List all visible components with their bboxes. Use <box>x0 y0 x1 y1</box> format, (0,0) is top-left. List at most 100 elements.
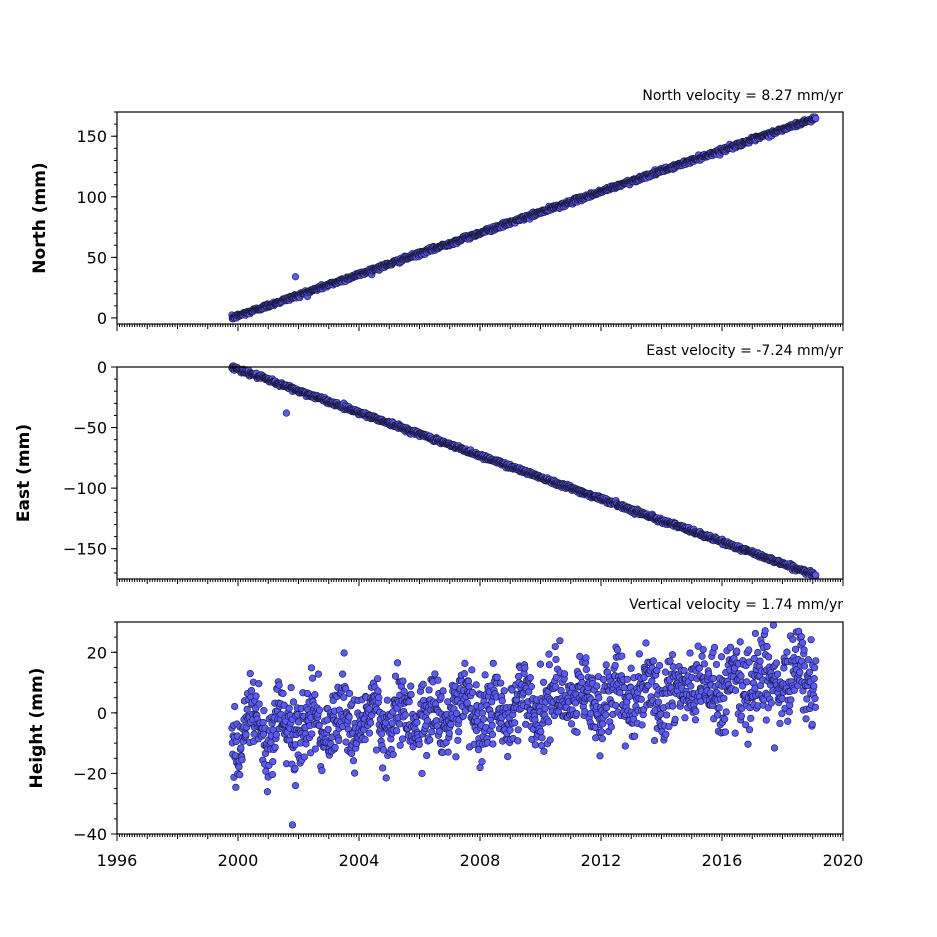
height-data-point <box>709 674 717 683</box>
east-y-axis-label: East (mm) <box>14 424 34 522</box>
height-data-point <box>318 767 326 775</box>
height-data-point <box>431 670 439 678</box>
height-data-point <box>259 730 268 738</box>
height-data-point <box>698 652 706 660</box>
height-data-point <box>242 731 250 739</box>
height-data-point <box>642 639 650 647</box>
height-data-point <box>751 629 760 638</box>
height-data-point <box>744 740 752 748</box>
height-data-point <box>737 672 745 680</box>
height-data-point <box>712 660 721 669</box>
height-data-point <box>272 731 280 739</box>
height-data-point <box>603 704 611 712</box>
height-data-point <box>235 763 243 771</box>
height-data-point <box>663 711 671 719</box>
height-data-point <box>401 711 409 719</box>
height-data-point <box>308 730 316 738</box>
height-data-point <box>400 687 408 696</box>
height-data-point <box>720 694 728 702</box>
height-data-point <box>383 696 391 704</box>
height-data-point <box>382 774 390 782</box>
height-data-point <box>252 692 260 700</box>
height-data-point <box>425 686 433 694</box>
height-data-point <box>389 750 397 759</box>
height-data-point <box>668 651 677 659</box>
height-data-point <box>263 788 271 796</box>
height-data-point <box>578 679 586 687</box>
height-data-point <box>650 736 659 745</box>
height-data-point <box>621 742 629 750</box>
height-data-point <box>260 707 268 715</box>
height-data-point <box>616 689 624 697</box>
height-data-point <box>463 699 471 707</box>
height-data-point <box>514 737 522 745</box>
height-data-point <box>413 718 421 726</box>
height-data-point <box>754 648 762 657</box>
height-data-point <box>307 749 315 757</box>
height-data-point <box>537 727 545 736</box>
height-data-point <box>423 751 431 760</box>
height-data-point <box>269 758 277 766</box>
height-data-point <box>489 740 497 748</box>
height-data-point <box>717 653 726 661</box>
height-data-point <box>607 723 615 731</box>
height-data-point <box>721 715 729 723</box>
height-data-point <box>545 650 553 658</box>
north-panel: North velocity = 8.27 mm/yr North (mm) 0… <box>30 88 844 331</box>
height-data-point <box>662 730 670 738</box>
height-data-point <box>700 660 708 668</box>
height-data-point <box>736 638 744 646</box>
height-data-point <box>488 730 497 739</box>
height-data-point <box>374 675 382 683</box>
height-data-point <box>374 687 382 695</box>
height-data-point <box>345 689 354 698</box>
height-data-point <box>531 741 539 749</box>
height-data-point <box>405 698 413 706</box>
height-data-point <box>582 654 590 662</box>
height-data-point <box>237 744 245 752</box>
height-data-point <box>472 681 480 689</box>
height-data-point <box>593 682 601 690</box>
height-data-point <box>722 708 730 716</box>
height-data-point <box>303 689 312 698</box>
height-data-point <box>506 726 514 734</box>
height-data-point <box>504 752 512 761</box>
east-y-tick-label: 0 <box>97 358 107 377</box>
height-data-point <box>469 688 477 697</box>
height-data-point <box>279 689 287 698</box>
height-data-point <box>439 687 447 695</box>
height-data-point <box>545 661 553 669</box>
height-data-point <box>657 710 665 718</box>
height-data-point <box>649 657 657 665</box>
height-data-point <box>541 704 549 713</box>
height-data-point <box>538 734 546 742</box>
east-y-tick-label: −150 <box>63 540 107 559</box>
height-data-point <box>335 736 343 745</box>
height-data-point <box>453 709 461 718</box>
height-data-point <box>500 687 508 695</box>
height-data-point <box>291 764 299 773</box>
height-data-point <box>340 693 348 701</box>
height-data-point <box>597 728 606 736</box>
height-data-point <box>275 681 283 689</box>
north-data-point <box>812 114 820 123</box>
height-data-point <box>340 649 348 657</box>
height-data-point <box>743 678 751 686</box>
height-data-point <box>623 675 631 683</box>
height-data-point <box>398 735 407 743</box>
height-data-point <box>611 661 619 670</box>
height-data-point <box>347 749 356 758</box>
height-data-point <box>478 758 486 766</box>
height-data-point <box>731 729 739 737</box>
height-data-point <box>710 643 719 652</box>
height-data-point <box>468 666 476 674</box>
height-data-point <box>407 690 415 699</box>
height-data-point <box>560 670 569 678</box>
east-y-tick-label: −100 <box>63 479 107 498</box>
height-data-point <box>726 643 735 651</box>
height-data-point <box>489 659 497 667</box>
height-data-point <box>654 698 663 706</box>
height-data-point <box>246 669 254 678</box>
height-data-point <box>699 645 707 654</box>
height-data-point <box>455 728 463 736</box>
